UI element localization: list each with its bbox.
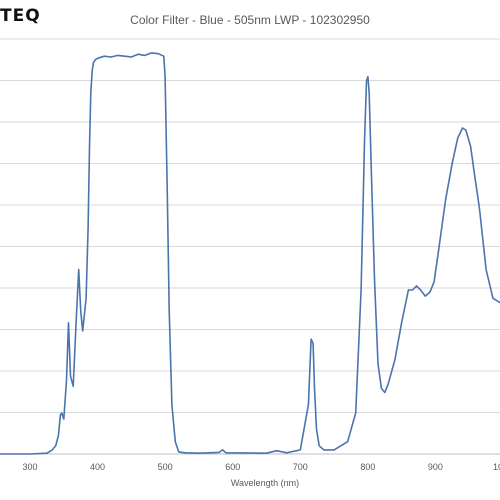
x-tick-label: 900 <box>428 462 443 472</box>
x-tick-label: 600 <box>225 462 240 472</box>
chart-title: Color Filter - Blue - 505nm LWP - 102302… <box>130 13 370 27</box>
x-tick-label: 400 <box>90 462 105 472</box>
x-tick-label: 1000 <box>493 462 500 472</box>
x-axis-label: Wavelength (nm) <box>231 478 299 488</box>
x-tick-label: 300 <box>22 462 37 472</box>
x-tick-label: 700 <box>293 462 308 472</box>
x-tick-labels: 300 400 500 600 700 800 900 1000 <box>22 462 500 472</box>
x-tick-label: 800 <box>360 462 375 472</box>
brand-logo: TEQ <box>0 6 41 26</box>
x-tick-label: 500 <box>158 462 173 472</box>
series-line-transmission <box>0 52 500 455</box>
